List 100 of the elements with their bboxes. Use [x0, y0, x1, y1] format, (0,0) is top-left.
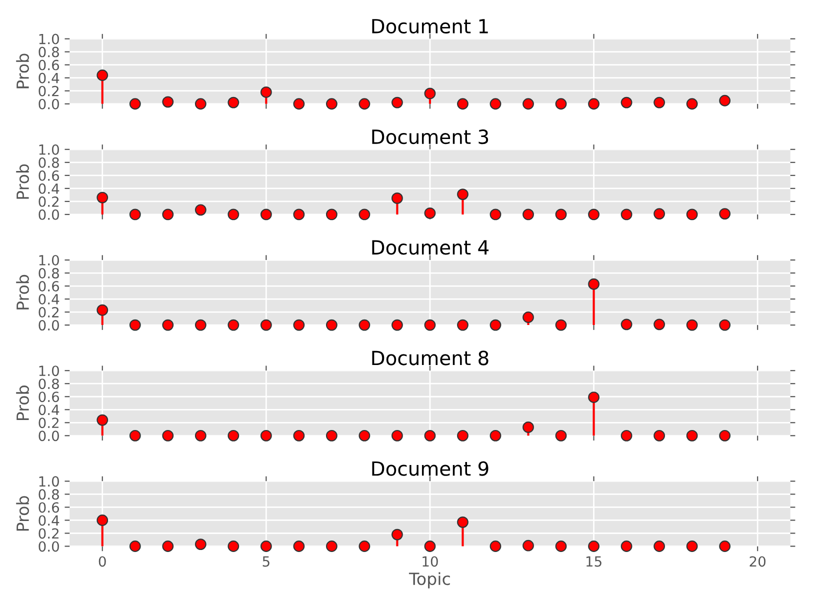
- point: [293, 98, 305, 110]
- point: [260, 430, 272, 442]
- point: [129, 98, 141, 110]
- point: [162, 540, 174, 552]
- point: [194, 98, 206, 110]
- point: [522, 312, 534, 323]
- point: [620, 540, 632, 552]
- point: [588, 208, 600, 220]
- y-tick-label: 0.0: [38, 320, 59, 331]
- point: [588, 392, 600, 403]
- y-tick-label: 0.6: [38, 170, 60, 181]
- point: [96, 304, 108, 316]
- point: [129, 430, 141, 442]
- point: [392, 528, 403, 540]
- point: [358, 430, 370, 442]
- point: [490, 430, 502, 442]
- y-tick-label: 1.0: [39, 34, 59, 44]
- point: [228, 540, 240, 552]
- point: [522, 208, 534, 220]
- chart-title: Document 8: [372, 350, 488, 366]
- y-axis-title: Prob: [16, 54, 30, 88]
- point: [686, 208, 698, 220]
- point: [194, 319, 206, 331]
- point: [358, 208, 370, 220]
- y-tick-label: 0.6: [38, 392, 60, 402]
- point: [260, 319, 272, 331]
- point: [457, 516, 468, 528]
- point: [522, 540, 534, 552]
- point: [260, 540, 272, 552]
- point: [129, 540, 141, 552]
- point: [326, 208, 338, 220]
- point: [555, 98, 567, 110]
- point: [96, 192, 108, 204]
- y-tick-label: 0.8: [38, 489, 59, 500]
- y-tick-label: 0.8: [38, 268, 59, 278]
- y-tick-label: 0.4: [38, 294, 60, 305]
- point: [719, 208, 731, 220]
- point: [293, 319, 305, 331]
- x-tick-label: 20: [750, 556, 766, 567]
- point: [555, 540, 567, 552]
- y-axis-title: Prob: [16, 386, 30, 420]
- point: [162, 319, 174, 331]
- point: [96, 414, 108, 426]
- point: [358, 319, 370, 331]
- y-axis-title: Prob: [16, 496, 30, 531]
- point: [129, 319, 141, 331]
- y-tick-label: 0.6: [38, 280, 60, 292]
- y-tick-label: 0.0: [38, 98, 59, 110]
- point: [719, 319, 731, 331]
- y-tick-label: 0.0: [38, 209, 59, 220]
- point: [424, 430, 436, 442]
- y-tick-label: 0.0: [38, 541, 59, 552]
- x-tick-label: 10: [422, 556, 438, 567]
- point: [96, 514, 108, 526]
- point: [490, 540, 502, 552]
- point: [457, 188, 468, 200]
- point: [326, 98, 338, 110]
- point: [424, 319, 436, 331]
- y-tick-label: 0.8: [38, 378, 59, 390]
- y-tick-label: 1.0: [39, 476, 59, 487]
- point: [654, 208, 665, 220]
- point: [719, 430, 731, 442]
- point: [588, 278, 600, 290]
- point: [162, 430, 174, 442]
- y-tick-label: 1.0: [39, 254, 59, 266]
- point: [293, 208, 305, 220]
- point: [490, 98, 502, 110]
- point: [555, 208, 567, 220]
- y-tick-label: 0.2: [38, 86, 58, 96]
- x-tick-label: 15: [586, 556, 602, 567]
- point: [654, 96, 665, 108]
- point: [654, 430, 665, 442]
- point: [358, 98, 370, 110]
- point: [260, 208, 272, 220]
- chart-title: Document 3: [372, 129, 488, 144]
- point: [228, 430, 240, 442]
- point: [686, 430, 698, 442]
- point: [719, 540, 731, 552]
- point: [555, 319, 567, 331]
- chart-title: Document 4: [372, 240, 489, 255]
- point: [620, 318, 632, 330]
- point: [522, 421, 534, 433]
- point: [228, 208, 240, 220]
- point: [162, 96, 174, 108]
- x-tick-label: 0: [98, 556, 106, 567]
- chart-title: Document 9: [372, 461, 488, 476]
- point: [719, 94, 731, 106]
- point: [588, 98, 600, 110]
- point: [326, 319, 338, 331]
- point: [555, 430, 567, 442]
- y-tick-label: 0.8: [38, 46, 59, 58]
- y-axis-title: Prob: [16, 274, 30, 310]
- point: [424, 88, 436, 100]
- point: [457, 98, 468, 110]
- y-tick-label: 0.2: [38, 307, 58, 318]
- point: [162, 208, 174, 220]
- y-tick-label: 0.4: [38, 72, 60, 84]
- y-tick-label: 0.6: [38, 60, 60, 70]
- point: [194, 204, 206, 216]
- point: [293, 430, 305, 442]
